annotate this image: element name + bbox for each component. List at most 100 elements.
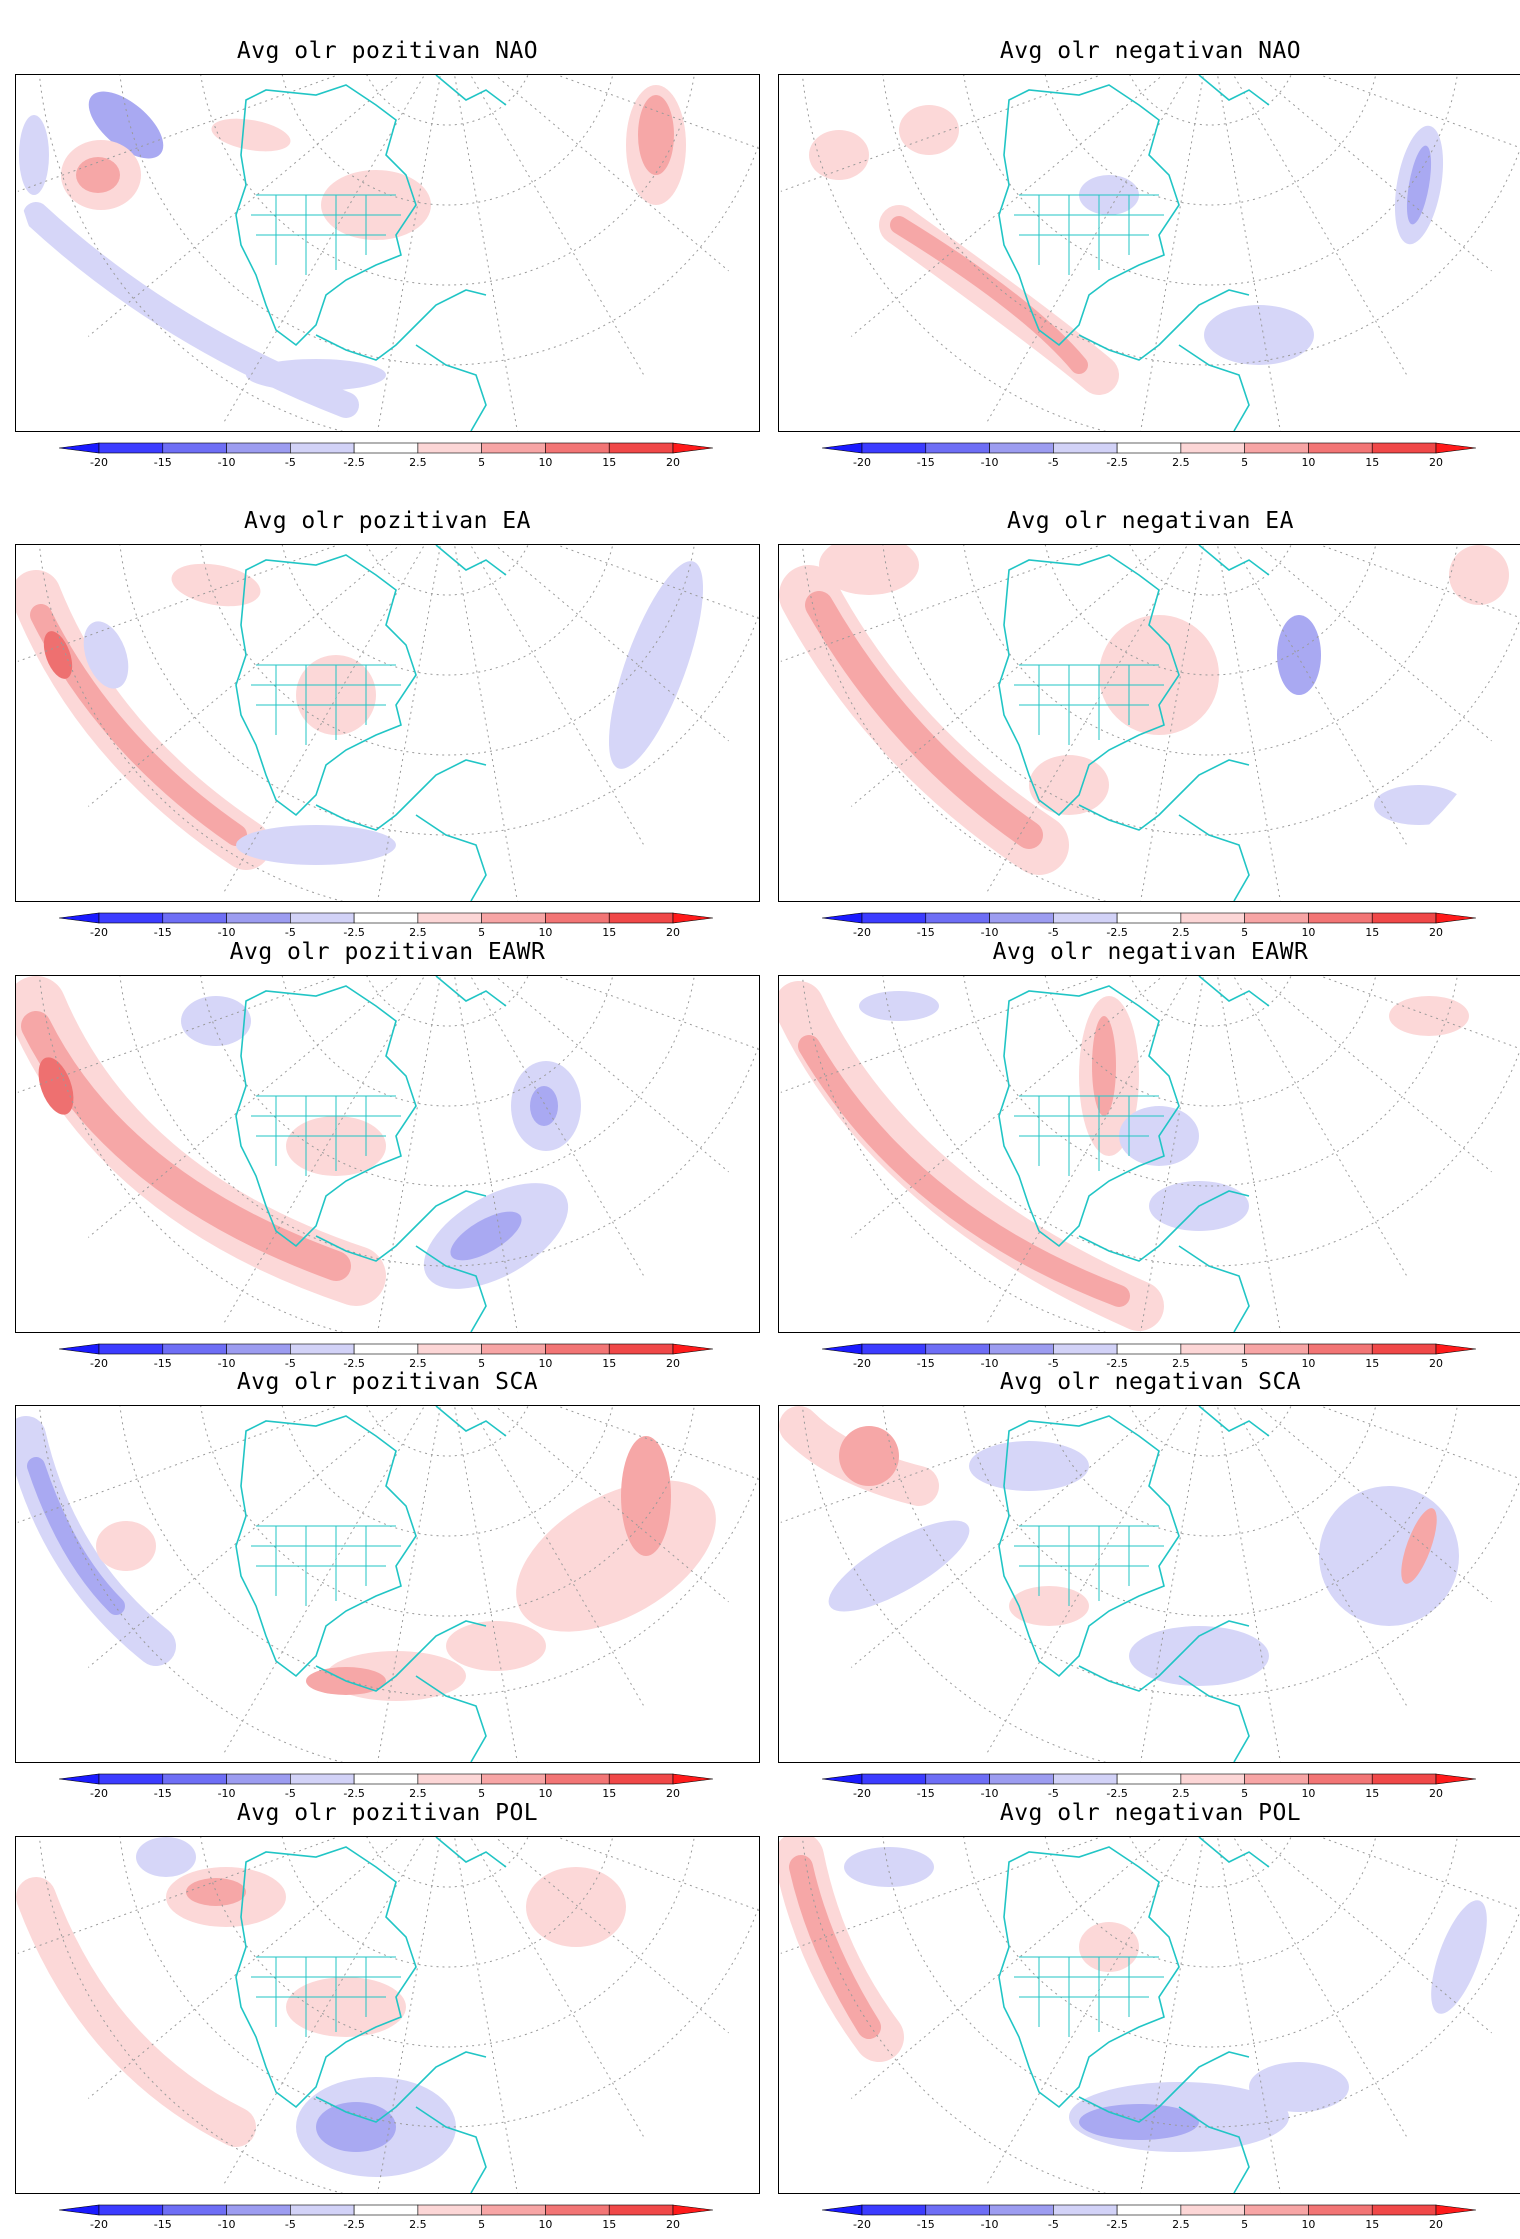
outer-mask bbox=[1299, 1096, 1520, 1332]
colorbar-segment bbox=[1053, 1774, 1117, 1784]
colorbar-tick-label: 2.5 bbox=[409, 1787, 427, 1800]
colorbar-segment bbox=[290, 1774, 354, 1784]
colorbar-segment bbox=[99, 1774, 163, 1784]
colorbar-segment bbox=[609, 1344, 673, 1354]
colorbar-min-arrow bbox=[59, 1344, 99, 1354]
colorbar-tick-label: -15 bbox=[917, 1787, 935, 1800]
colorbar-tick-label: -15 bbox=[917, 2218, 935, 2231]
colorbar-tick-label: 15 bbox=[602, 1787, 616, 1800]
colorbar-segment bbox=[163, 443, 227, 453]
colorbar-tick-label: -2.5 bbox=[343, 456, 364, 469]
colorbar-tick-label: -2.5 bbox=[1106, 926, 1127, 939]
colorbar-tick-label: -5 bbox=[1048, 2218, 1059, 2231]
colorbar-segment bbox=[545, 2205, 609, 2215]
colorbar-tick-label: 10 bbox=[538, 1787, 552, 1800]
colorbar-min-arrow bbox=[822, 443, 862, 453]
colorbar-min-arrow bbox=[822, 913, 862, 923]
colorbar-segment bbox=[990, 1774, 1054, 1784]
colorbar-tick-label: 10 bbox=[1301, 926, 1315, 939]
anomaly-area bbox=[1277, 615, 1321, 695]
colorbar-segment bbox=[862, 2205, 926, 2215]
colorbar-tick-label: 15 bbox=[602, 926, 616, 939]
colorbar-segment bbox=[99, 2205, 163, 2215]
colorbar-segment bbox=[163, 2205, 227, 2215]
colorbar-tick-label: 10 bbox=[1301, 456, 1315, 469]
olr-anomaly-map bbox=[779, 545, 1520, 901]
panel-title: Avg olr pozitivan EA bbox=[15, 508, 760, 534]
colorbar-tick-label: 15 bbox=[1365, 2218, 1379, 2231]
colorbar-segment bbox=[227, 443, 291, 453]
colorbar-max-arrow bbox=[1436, 913, 1476, 923]
south-america-outline bbox=[416, 815, 486, 901]
colorbar-min-arrow bbox=[822, 1774, 862, 1784]
panel-title: Avg olr pozitivan SCA bbox=[15, 1369, 760, 1395]
colorbar-segment bbox=[1053, 1344, 1117, 1354]
colorbar-tick-label: 15 bbox=[1365, 456, 1379, 469]
grid-parallel bbox=[278, 545, 618, 675]
colorbar-tick-label: -10 bbox=[981, 456, 999, 469]
colorbar-tick-label: -15 bbox=[154, 456, 172, 469]
grid-parallel bbox=[278, 75, 618, 205]
anomaly-area bbox=[530, 1086, 558, 1126]
colorbar-tick-label: -20 bbox=[853, 2218, 871, 2231]
colorbar-segment bbox=[926, 2205, 990, 2215]
grid-meridian bbox=[1211, 75, 1294, 431]
colorbar-segment bbox=[545, 913, 609, 923]
colorbar-tick-label: -15 bbox=[154, 1787, 172, 1800]
grid-meridian bbox=[448, 75, 531, 431]
colorbar-segment bbox=[290, 443, 354, 453]
map-frame bbox=[778, 544, 1520, 902]
colorbar-segment bbox=[354, 1344, 418, 1354]
colorbar-tick-label: -5 bbox=[1048, 1787, 1059, 1800]
colorbar-tick-label: -2.5 bbox=[343, 2218, 364, 2231]
colorbar-segment bbox=[227, 2205, 291, 2215]
colorbar-min-arrow bbox=[59, 443, 99, 453]
colorbar-tick-label: 5 bbox=[478, 926, 485, 939]
colorbar-segment bbox=[1245, 1774, 1309, 1784]
grid-meridian bbox=[448, 976, 760, 1100]
colorbar-tick-label: -15 bbox=[154, 926, 172, 939]
colorbar-segment bbox=[227, 1774, 291, 1784]
panel-title: Avg olr negativan POL bbox=[778, 1800, 1520, 1826]
anomaly-area bbox=[1129, 1626, 1269, 1686]
colorbar-tick-label: 15 bbox=[602, 2218, 616, 2231]
colorbar-segment bbox=[418, 1344, 482, 1354]
colorbar-tick-label: 15 bbox=[1365, 1787, 1379, 1800]
grid-parallel bbox=[1121, 1406, 1301, 1456]
colorbar-segment bbox=[1308, 2205, 1372, 2215]
grid-parallel bbox=[198, 75, 698, 285]
olr-anomaly-map bbox=[16, 1837, 759, 2193]
colorbar-segment bbox=[227, 1344, 291, 1354]
grid-meridian bbox=[364, 1406, 447, 1762]
greenland-outline bbox=[436, 545, 506, 575]
outer-mask bbox=[536, 195, 759, 431]
colorbar-segment bbox=[862, 1344, 926, 1354]
colorbar-segment bbox=[990, 1344, 1054, 1354]
colorbar-segment bbox=[99, 443, 163, 453]
colorbar-tick-label: -2.5 bbox=[1106, 2218, 1127, 2231]
colorbar-tick-label: -5 bbox=[285, 926, 296, 939]
colorbar-segment bbox=[1245, 913, 1309, 923]
anomaly-field bbox=[36, 1837, 626, 2177]
colorbar-tick-label: 20 bbox=[666, 1787, 680, 1800]
grid-meridian bbox=[1127, 1406, 1210, 1762]
colorbar-tick-label: -5 bbox=[285, 456, 296, 469]
anomaly-area bbox=[136, 1837, 196, 1877]
colorbar-tick-label: 2.5 bbox=[1172, 456, 1190, 469]
colorbar-tick-label: -15 bbox=[917, 456, 935, 469]
panel-title: Avg olr negativan SCA bbox=[778, 1369, 1520, 1395]
colorbar-tick-label: 5 bbox=[1241, 926, 1248, 939]
greenland-outline bbox=[1199, 1837, 1269, 1867]
grid-meridian bbox=[448, 1837, 531, 2193]
grid-parallel bbox=[1121, 1837, 1301, 1887]
colorbar-segment bbox=[990, 913, 1054, 923]
anomaly-area bbox=[186, 1878, 246, 1906]
